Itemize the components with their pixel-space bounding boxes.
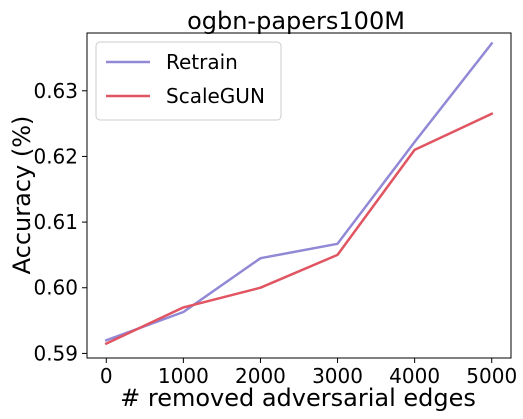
legend-label-scalegun: ScaleGUN	[166, 84, 265, 108]
y-tick-label: 0.59	[33, 341, 78, 365]
x-tick-label: 1000	[158, 364, 209, 388]
y-axis: 0.59 0.60 0.61 0.62 0.63	[33, 79, 87, 365]
legend-label-retrain: Retrain	[166, 50, 238, 74]
legend: Retrain ScaleGUN	[95, 41, 282, 121]
x-tick-label: 5000	[466, 364, 517, 388]
series-line-retrain	[104, 41, 494, 342]
x-axis: 0 1000 2000 3000 4000 5000	[100, 358, 517, 388]
x-axis-label: # removed adversarial edges	[120, 384, 476, 412]
x-tick-label: 0	[100, 364, 113, 388]
y-tick-label: 0.60	[33, 276, 78, 300]
x-tick-label: 2000	[235, 364, 286, 388]
plot-area	[86, 32, 512, 359]
series-line-scalegun	[104, 112, 494, 346]
y-axis-label: Accuracy (%)	[8, 116, 36, 275]
series-lines	[104, 41, 494, 346]
chart-title: ogbn-papers100M	[187, 7, 405, 35]
x-tick-label: 3000	[312, 364, 363, 388]
x-tick-label: 4000	[389, 364, 440, 388]
y-tick-label: 0.63	[33, 79, 78, 103]
y-tick-label: 0.61	[33, 210, 78, 234]
y-tick-label: 0.62	[33, 144, 78, 168]
